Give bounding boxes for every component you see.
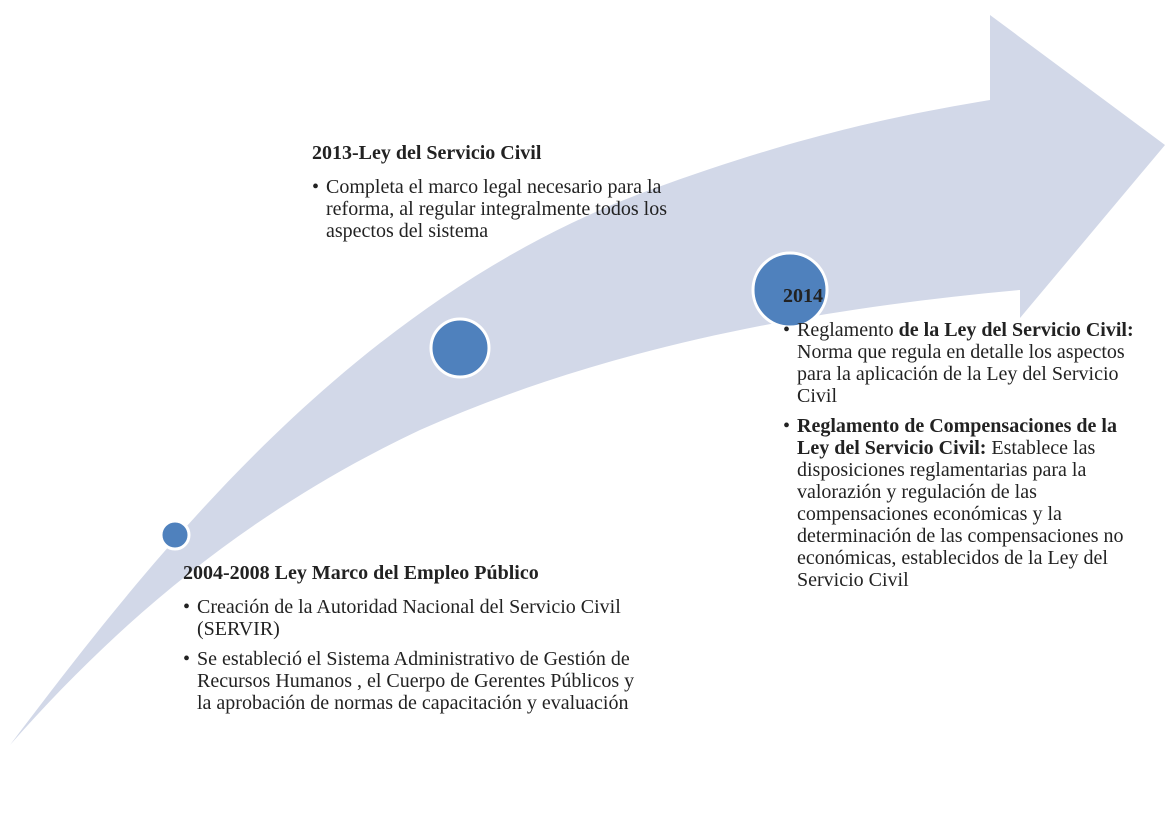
milestone-title: 2013-Ley del Servicio Civil (312, 142, 542, 164)
bullet: Reglamento de la Ley del Servicio Civil:… (783, 319, 1143, 407)
milestone-title: 2014 (783, 285, 823, 307)
bullet-text: de la Ley del Servicio Civil: (898, 319, 1134, 341)
bullet-text: Se estableció el Sistema Administrativo … (197, 648, 635, 714)
bullet-text: Establece las disposiciones reglamentari… (797, 437, 1124, 591)
milestone-dot (429, 317, 491, 379)
bullet: Completa el marco legal necesario para l… (312, 176, 672, 242)
bullet-list: Completa el marco legal necesario para l… (312, 176, 672, 242)
milestone: 2013-Ley del Servicio Civil Completa el m… (312, 142, 672, 250)
bullet-list: Reglamento de la Ley del Servicio Civil:… (783, 319, 1143, 591)
bullet-text: Creación de la Autoridad Nacional del Se… (197, 596, 621, 640)
bullet: Reglamento de Compensaciones de la Ley d… (783, 415, 1143, 591)
milestone-title: 2004-2008 Ley Marco del Empleo Público (183, 562, 539, 584)
bullet: Se estableció el Sistema Administrativo … (183, 648, 653, 714)
bullet-list: Creación de la Autoridad Nacional del Se… (183, 596, 653, 714)
bullet-text: Completa el marco legal necesario para l… (326, 176, 667, 242)
curved-arrow (10, 15, 1165, 745)
milestone: 2014 Reglamento de la Ley del Servicio C… (783, 285, 1143, 599)
bullet-text: Norma que regula en detalle los aspectos… (797, 341, 1125, 407)
bullet-text: Reglamento de Compensaciones de la Ley d… (797, 415, 1117, 459)
milestone-dot (159, 519, 191, 551)
bullet: Creación de la Autoridad Nacional del Se… (183, 596, 653, 640)
milestone: 2004-2008 Ley Marco del Empleo Público Cr… (183, 562, 653, 722)
bullet-text: Reglamento (797, 319, 899, 341)
